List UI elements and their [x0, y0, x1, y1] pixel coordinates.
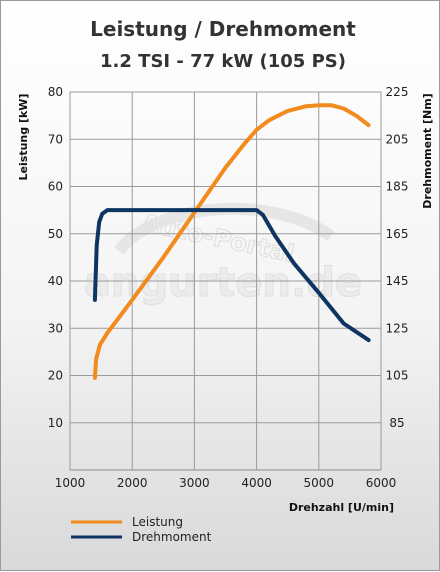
grid-lines: [69, 91, 382, 470]
y-tick-label: 80: [48, 85, 63, 99]
legend-label-drehmoment: Drehmoment: [132, 530, 212, 544]
legend: Leistung Drehmoment: [71, 515, 212, 544]
y-tick-label: 70: [48, 132, 63, 146]
y2-tick-label: 165: [386, 227, 409, 241]
y2-tick-label: 125: [386, 321, 409, 335]
y2-tick-label: 145: [386, 274, 409, 288]
y-tick-label: 30: [48, 321, 63, 335]
y-tick-label: 60: [48, 180, 63, 194]
x-tick-label: 2000: [117, 476, 148, 490]
svg-text:angurten.de: angurten.de: [84, 260, 362, 306]
chart-subtitle: 1.2 TSI - 77 kW (105 PS): [100, 51, 346, 72]
y2-tick-label: 185: [386, 180, 409, 194]
x-tick-label: 1000: [55, 476, 86, 490]
chart-title: Leistung / Drehmoment: [90, 17, 356, 41]
y-tick-label: 10: [48, 416, 63, 430]
series-line-leistung: [92, 103, 371, 380]
y2-axis-label: Drehmoment [Nm]: [421, 93, 434, 208]
y-tick-label: 40: [48, 274, 63, 288]
legend-label-leistung: Leistung: [132, 515, 183, 529]
y2-tick-label: 105: [386, 369, 409, 383]
x-tick-label: 6000: [366, 476, 397, 490]
y2-tick-label: 225: [386, 85, 409, 99]
y-axis-label: Leistung [kW]: [17, 94, 30, 181]
x-tick-labels: 1000 2000 3000 4000 5000 6000: [55, 476, 397, 490]
watermark-logo: Auto-Portal angurten.de: [84, 202, 363, 307]
x-tick-label: 5000: [304, 476, 335, 490]
x-tick-label: 3000: [179, 476, 210, 490]
y-tick-label: 50: [48, 227, 63, 241]
y2-tick-labels: 85 105 125 145 165 185 205 225: [386, 85, 409, 430]
y-tick-label: 20: [48, 369, 63, 383]
series-line-drehmoment: [92, 208, 371, 343]
y2-tick-label: 85: [389, 416, 404, 430]
y2-tick-label: 205: [386, 132, 409, 146]
x-tick-label: 4000: [241, 476, 272, 490]
x-axis-label: Drehzahl [U/min]: [289, 501, 394, 514]
y-tick-labels: 10 20 30 40 50 60 70 80: [48, 85, 63, 430]
